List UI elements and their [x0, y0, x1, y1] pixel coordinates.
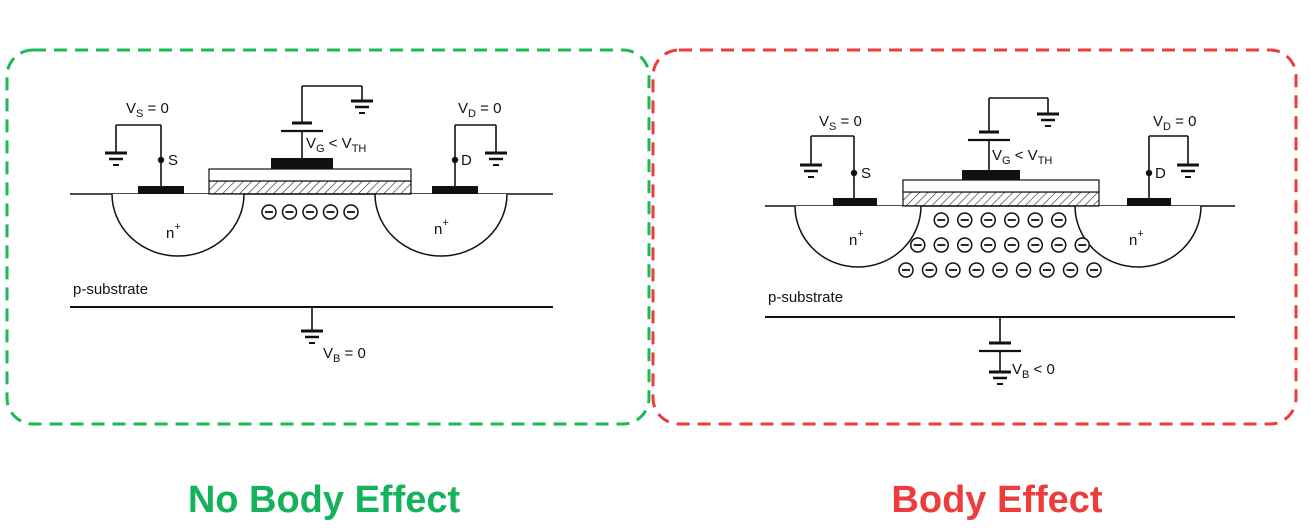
- gate-oxide: [208, 180, 412, 195]
- n-plus-drain-label: n+: [434, 217, 449, 238]
- body-terminal: [301, 307, 323, 344]
- panel-body-effect: VS = 0 VD = 0 VG < VTH VB < 0 S D n+ n+ …: [651, 48, 1298, 521]
- source-node: [157, 156, 165, 164]
- drain-contact: [1127, 198, 1171, 206]
- vg-label: VG < VTH: [992, 147, 1052, 167]
- vs-label: VS = 0: [819, 113, 862, 133]
- depletion-charges: [261, 204, 359, 220]
- negative-charge-icon: [1039, 262, 1055, 278]
- negative-charge-icon: [945, 262, 961, 278]
- vg-label: VG < VTH: [306, 135, 366, 155]
- n-plus-drain-label: n+: [1129, 228, 1144, 249]
- panel-no-body-effect: VS = 0 VD = 0 VG < VTH VB = 0 S D n+ n+ …: [5, 48, 651, 521]
- drain-label: D: [1155, 165, 1166, 182]
- drain-node: [451, 156, 459, 164]
- negative-charge-icon: [322, 204, 339, 220]
- vd-label: VD = 0: [1153, 113, 1196, 133]
- panel-border: [651, 48, 1298, 426]
- gate-oxide: [902, 191, 1100, 207]
- negative-charge-icon: [302, 204, 318, 220]
- negative-charge-icon: [921, 262, 938, 278]
- negative-charge-icon: [1027, 237, 1043, 253]
- substrate-label: p-substrate: [768, 289, 843, 306]
- negative-charge-icon: [980, 212, 996, 228]
- gate-poly: [902, 179, 1100, 193]
- n-well-source: [111, 193, 245, 257]
- source-terminal: [105, 124, 162, 186]
- substrate-label: p-substrate: [73, 281, 148, 298]
- panel-title: Body Effect: [891, 479, 1102, 521]
- negative-charge-icon: [957, 237, 973, 253]
- n-well-drain: [1074, 205, 1202, 268]
- negative-charge-icon: [1027, 212, 1043, 228]
- n-plus-source-label: n+: [166, 221, 181, 242]
- negative-charge-icon: [910, 237, 926, 253]
- n-well-drain: [374, 193, 508, 257]
- drain-node: [1145, 169, 1153, 177]
- source-contact: [138, 186, 184, 194]
- negative-charge-icon: [1086, 262, 1102, 278]
- source-contact: [833, 198, 877, 206]
- negative-charge-icon: [1051, 212, 1067, 228]
- negative-charge-icon: [343, 204, 359, 220]
- source-label: S: [861, 165, 871, 182]
- negative-charge-icon: [281, 204, 298, 220]
- depletion-charges: [898, 212, 1102, 278]
- negative-charge-icon: [992, 262, 1008, 278]
- panel-border: [5, 48, 651, 426]
- vb-label: VB = 0: [323, 345, 366, 365]
- n-well-source: [794, 205, 922, 268]
- negative-charge-icon: [1074, 237, 1090, 253]
- negative-charge-icon: [261, 204, 277, 220]
- n-plus-source-label: n+: [849, 228, 864, 249]
- negative-charge-icon: [1004, 237, 1020, 253]
- gate-terminal: [281, 85, 373, 158]
- negative-charge-icon: [898, 262, 914, 278]
- gate-poly: [208, 168, 412, 182]
- drain-label: D: [461, 152, 472, 169]
- negative-charge-icon: [957, 212, 973, 228]
- gate-contact: [962, 170, 1020, 180]
- negative-charge-icon: [980, 237, 996, 253]
- negative-charge-icon: [1004, 212, 1020, 228]
- source-node: [850, 169, 858, 177]
- drain-terminal: [454, 124, 507, 186]
- drain-contact: [432, 186, 478, 194]
- source-label: S: [168, 152, 178, 169]
- negative-charge-icon: [1015, 262, 1032, 278]
- negative-charge-icon: [968, 262, 985, 278]
- negative-charge-icon: [1051, 237, 1067, 253]
- vb-label: VB < 0: [1012, 361, 1055, 381]
- vd-label: VD = 0: [458, 100, 501, 120]
- negative-charge-icon: [1062, 262, 1079, 278]
- body-terminal: [979, 317, 1021, 385]
- negative-charge-icon: [933, 237, 949, 253]
- source-terminal: [800, 135, 855, 198]
- gate-terminal: [968, 97, 1059, 170]
- drain-terminal: [1148, 135, 1199, 198]
- gate-contact: [271, 158, 333, 169]
- vs-label: VS = 0: [126, 100, 169, 120]
- negative-charge-icon: [933, 212, 949, 228]
- panel-title: No Body Effect: [188, 479, 461, 521]
